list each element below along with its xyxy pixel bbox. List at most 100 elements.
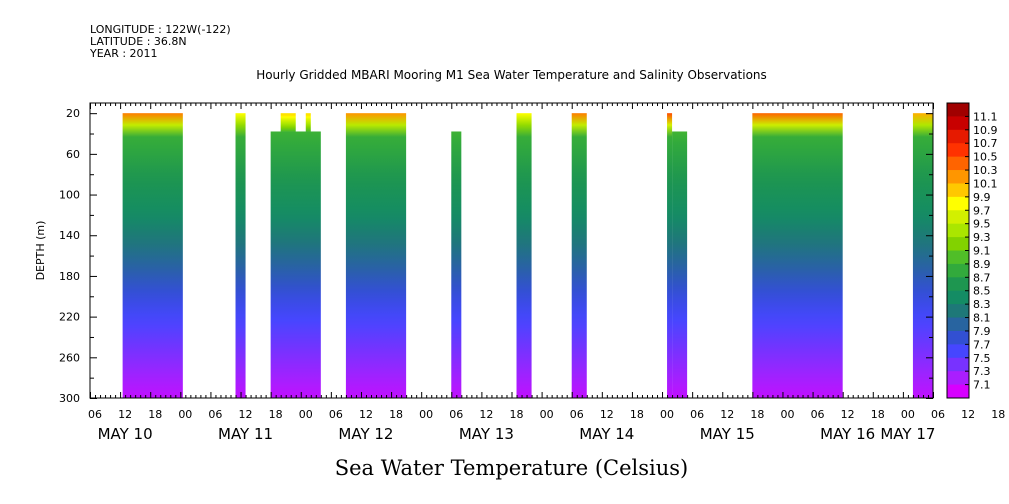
colorbar-swatch bbox=[947, 116, 969, 131]
heatmap-segment bbox=[451, 131, 462, 398]
x-hour-tick-label: 06 bbox=[931, 408, 945, 421]
colorbar-label: 10.7 bbox=[973, 137, 998, 150]
x-day-label: MAY 16 bbox=[820, 425, 875, 443]
colorbar-label: 11.1 bbox=[973, 110, 998, 123]
colorbar-label: 10.1 bbox=[973, 177, 998, 190]
x-hour-tick-label: 00 bbox=[901, 408, 915, 421]
x-axis-label: Sea Water Temperature (Celsius) bbox=[334, 456, 689, 480]
x-day-label: MAY 15 bbox=[700, 425, 755, 443]
colorbar-swatch bbox=[947, 250, 969, 265]
header-year: YEAR : 2011 bbox=[90, 47, 158, 60]
x-hour-tick-label: 18 bbox=[750, 408, 764, 421]
colorbar-swatch bbox=[947, 183, 969, 198]
y-tick-label: 100 bbox=[59, 189, 80, 202]
x-hour-tick-label: 12 bbox=[359, 408, 373, 421]
colorbar-label: 9.9 bbox=[973, 191, 991, 204]
y-tick-label: 300 bbox=[59, 392, 80, 405]
x-hour-tick-label: 18 bbox=[991, 408, 1005, 421]
heatmap-segment bbox=[280, 113, 296, 132]
y-tick-label: 60 bbox=[66, 148, 80, 161]
x-hour-tick-label: 12 bbox=[720, 408, 734, 421]
x-day-label: MAY 11 bbox=[218, 425, 273, 443]
x-day-label: MAY 10 bbox=[98, 425, 153, 443]
chart-axes: 06 12 18 00 06 12 18 00 06 12 18 00 06 12 18 00 06 12 18 00… bbox=[34, 102, 1005, 443]
colorbar-swatch bbox=[947, 103, 969, 117]
colorbar-label: 7.9 bbox=[973, 325, 991, 338]
x-day-label: MAY 17 bbox=[880, 425, 935, 443]
x-hour-tick-label: 00 bbox=[540, 408, 554, 421]
colorbar-swatch bbox=[947, 223, 969, 238]
header-latitude: LATITUDE : 36.8N bbox=[90, 35, 187, 48]
y-tick-label: 220 bbox=[59, 311, 80, 324]
chart-title: Hourly Gridded MBARI Mooring M1 Sea Wate… bbox=[256, 68, 767, 82]
x-day-label: MAY 13 bbox=[459, 425, 514, 443]
heatmap-segment bbox=[516, 113, 532, 398]
colorbar-swatch bbox=[947, 263, 969, 278]
colorbar-swatch bbox=[947, 210, 969, 225]
colorbar-swatch bbox=[947, 290, 969, 305]
x-hour-tick-label: 06 bbox=[811, 408, 825, 421]
heatmap-segment bbox=[752, 113, 843, 398]
x-hour-tick-label: 18 bbox=[871, 408, 885, 421]
x-hour-tick-label: 12 bbox=[118, 408, 132, 421]
x-hour-tick-label: 12 bbox=[841, 408, 855, 421]
colorbar-label: 9.7 bbox=[973, 204, 991, 217]
heatmap-segment bbox=[912, 113, 933, 398]
colorbar-swatch bbox=[947, 384, 969, 399]
x-hour-tick-label: 18 bbox=[148, 408, 162, 421]
heatmap-segment bbox=[345, 113, 407, 398]
colorbar-swatch bbox=[947, 156, 969, 171]
colorbar-swatch bbox=[947, 277, 969, 292]
x-hour-tick-label: 18 bbox=[389, 408, 403, 421]
y-tick-label: 20 bbox=[66, 107, 80, 120]
colorbar-swatch bbox=[947, 196, 969, 211]
colorbar-label: 7.1 bbox=[973, 379, 991, 392]
x-hour-tick-label: 18 bbox=[510, 408, 524, 421]
colorbar-label: 7.7 bbox=[973, 338, 991, 351]
heatmap-segment bbox=[305, 113, 311, 132]
x-hour-tick-label: 06 bbox=[88, 408, 102, 421]
colorbar-label: 8.1 bbox=[973, 312, 991, 325]
colorbar-swatch bbox=[947, 304, 969, 319]
y-tick-label: 180 bbox=[59, 270, 80, 283]
x-hour-tick-label: 00 bbox=[299, 408, 313, 421]
x-hour-tick-label: 12 bbox=[239, 408, 253, 421]
colorbar-swatch bbox=[947, 170, 969, 184]
y-axis-label: DEPTH (m) bbox=[34, 221, 47, 281]
heatmap-segment bbox=[122, 113, 183, 398]
colorbar-label: 9.1 bbox=[973, 245, 991, 258]
colorbar-label: 10.5 bbox=[973, 151, 998, 164]
x-hour-tick-label: 00 bbox=[419, 408, 433, 421]
x-day-label: MAY 12 bbox=[338, 425, 393, 443]
x-hour-tick-label: 00 bbox=[178, 408, 192, 421]
x-hour-tick-label: 00 bbox=[660, 408, 674, 421]
colorbar-label: 8.7 bbox=[973, 271, 991, 284]
colorbar: 11.110.910.710.510.310.19.99.79.59.39.18… bbox=[946, 102, 998, 399]
x-hour-tick-label: 06 bbox=[208, 408, 222, 421]
heatmap-segment bbox=[571, 113, 587, 398]
colorbar-swatch bbox=[947, 344, 969, 359]
colorbar-label: 8.9 bbox=[973, 258, 991, 271]
colorbar-label: 8.3 bbox=[973, 298, 991, 311]
colorbar-swatch bbox=[947, 237, 969, 251]
colorbar-label: 7.3 bbox=[973, 365, 991, 378]
x-hour-tick-label: 12 bbox=[479, 408, 493, 421]
colorbar-swatch bbox=[947, 357, 969, 372]
x-hour-tick-label: 18 bbox=[630, 408, 644, 421]
colorbar-swatch bbox=[947, 317, 969, 332]
x-hour-tick-label: 00 bbox=[780, 408, 794, 421]
colorbar-label: 9.3 bbox=[973, 231, 991, 244]
heatmap-segment bbox=[672, 131, 688, 398]
colorbar-swatch bbox=[947, 143, 969, 158]
x-hour-tick-label: 12 bbox=[600, 408, 614, 421]
x-hour-tick-label: 06 bbox=[329, 408, 343, 421]
heatmap-segments bbox=[122, 113, 933, 398]
heatmap-segment bbox=[667, 113, 673, 398]
header-longitude: LONGITUDE : 122W(-122) bbox=[90, 23, 231, 36]
heatmap-segment bbox=[270, 131, 321, 398]
colorbar-swatch bbox=[947, 371, 969, 386]
x-hour-tick-label: 18 bbox=[269, 408, 283, 421]
x-hour-tick-label: 06 bbox=[570, 408, 584, 421]
colorbar-label: 8.5 bbox=[973, 285, 991, 298]
